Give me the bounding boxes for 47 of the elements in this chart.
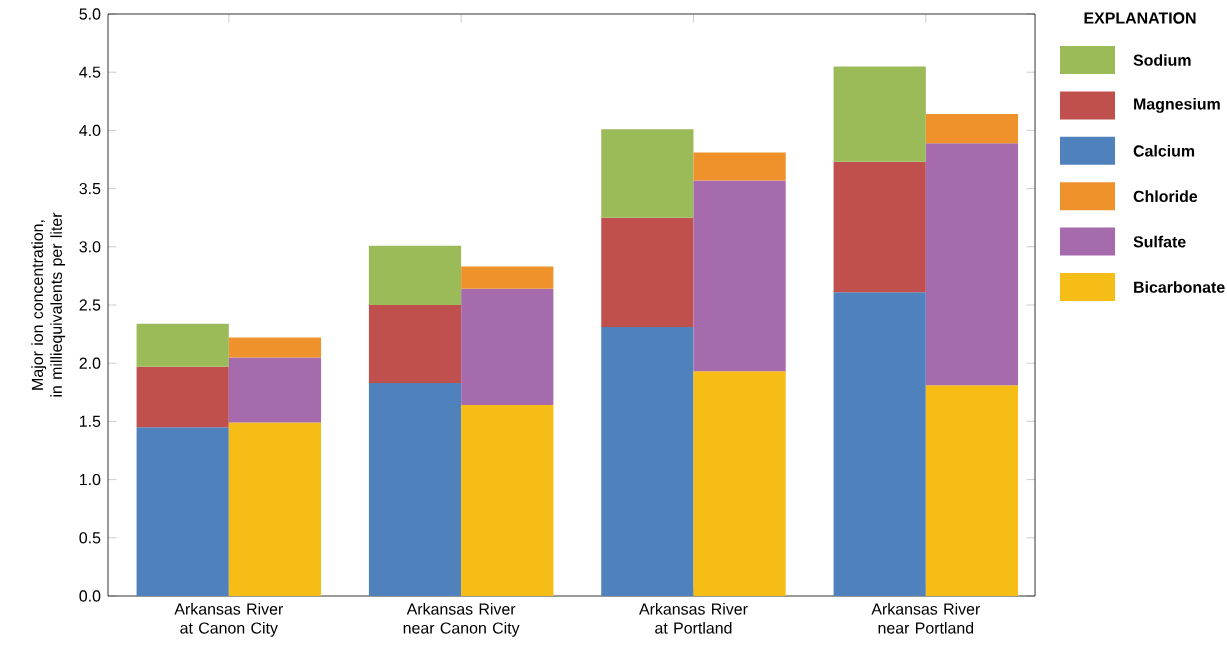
bar [693, 180, 786, 372]
y-tick-label: 3.0 [79, 241, 101, 253]
x-tick-label: Arkansas River at Portland [639, 603, 748, 634]
bar [693, 371, 786, 596]
y-tick-label: 1.5 [80, 415, 101, 427]
bar [833, 66, 926, 162]
legend-label: Calcium [1133, 144, 1195, 157]
bar [228, 357, 322, 423]
bar [136, 427, 229, 596]
y-tick-label: 5.0 [79, 8, 101, 20]
legend-title: EXPLANATION [1084, 12, 1196, 24]
bar [461, 405, 554, 596]
bar [368, 245, 462, 305]
x-tick-label: Arkansas River near Canon City [403, 603, 520, 637]
bar [368, 382, 462, 596]
legend-label: Sodium [1133, 54, 1191, 66]
bar [136, 323, 229, 367]
bar [368, 305, 462, 383]
legend-label: Bicarbonate [1134, 281, 1225, 293]
bar [461, 266, 554, 289]
y-tick-label: 2.0 [79, 357, 101, 369]
x-tick-label: Arkansas River at Canon City [174, 603, 283, 637]
legend-label: Magnesium [1134, 97, 1220, 113]
y-tick-label: 3.5 [79, 182, 101, 195]
bar [228, 422, 322, 596]
y-tick-label: 2.5 [79, 299, 101, 311]
bar [833, 161, 926, 293]
bar [601, 217, 694, 328]
y-tick-label: 4.0 [79, 124, 101, 137]
bar [833, 292, 926, 596]
bar [228, 337, 322, 358]
bar [693, 152, 786, 181]
bar [461, 288, 554, 406]
bar [601, 129, 694, 218]
y-axis-title: Major ion concentration, in milliequivalents per liter [31, 212, 66, 397]
bar [925, 385, 1019, 596]
bar [925, 114, 1019, 144]
bar [601, 327, 694, 596]
legend-label: Sulfate [1133, 235, 1186, 248]
y-tick-label: 1.0 [80, 473, 101, 486]
y-tick-label: 0.0 [79, 590, 101, 602]
bar [925, 143, 1019, 386]
y-tick-label: 4.5 [79, 66, 101, 78]
x-tick-label: Arkansas River near Portland [871, 603, 980, 634]
bar [136, 366, 229, 428]
legend-label: Chloride [1133, 190, 1198, 203]
y-tick-label: 0.5 [79, 532, 101, 544]
